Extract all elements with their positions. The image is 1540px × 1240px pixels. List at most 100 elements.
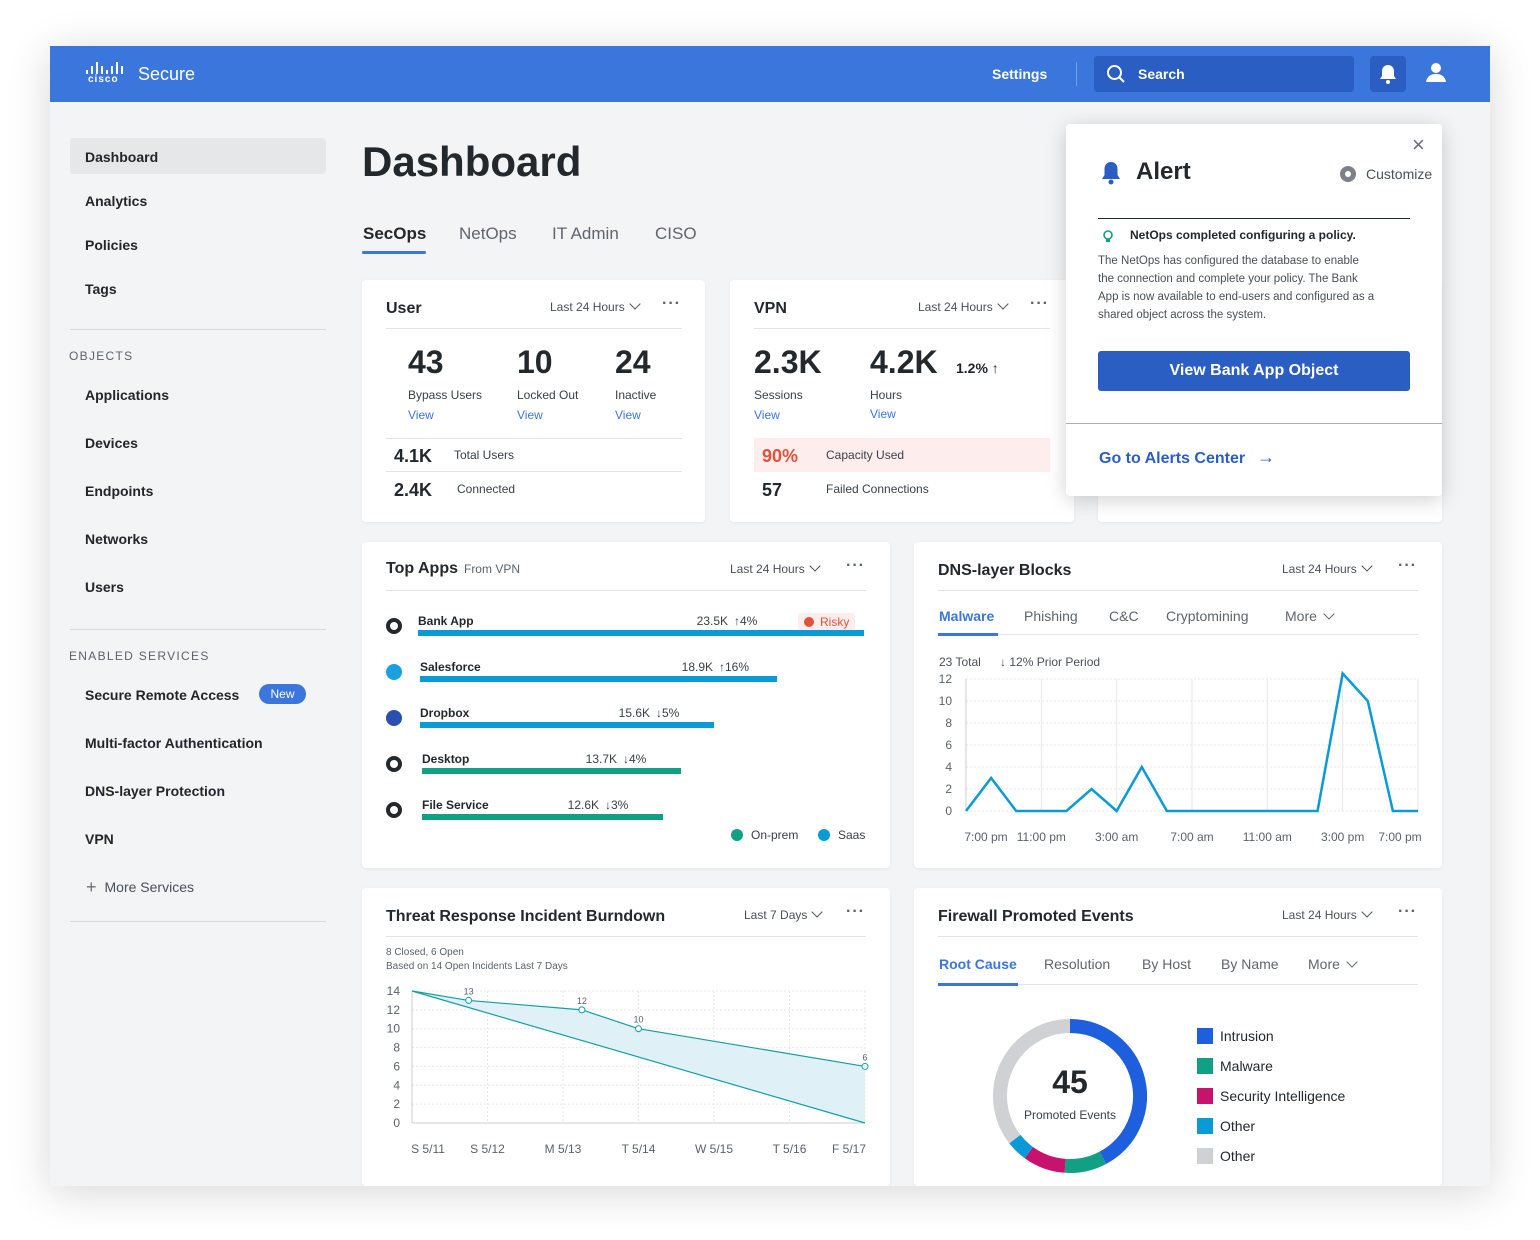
- tab-by-host[interactable]: By Host: [1142, 956, 1192, 972]
- row-label: Total Users: [454, 448, 515, 462]
- view-link[interactable]: View: [870, 407, 896, 421]
- tab-malware[interactable]: Malware: [939, 608, 995, 624]
- app-row[interactable]: Bank App 23.5K ↑4% Risky: [362, 542, 890, 636]
- tab-netops[interactable]: NetOps: [459, 224, 517, 243]
- x-tick-label: M 5/13: [545, 1142, 582, 1156]
- x-tick-label: W 5/15: [695, 1142, 733, 1156]
- stat-value: 24: [615, 344, 651, 380]
- title-text: Top Apps: [386, 560, 458, 577]
- range-dropdown[interactable]: Last 24 Hours: [1282, 906, 1373, 922]
- more-options-icon[interactable]: ···: [846, 557, 865, 574]
- view-bank-app-button[interactable]: View Bank App Object: [1098, 351, 1410, 391]
- app-row[interactable]: Dropbox 15.6K ↓5%: [362, 542, 890, 728]
- sidebar-item-vpn[interactable]: VPN: [85, 831, 114, 847]
- sidebar-item-dns-protection[interactable]: DNS-layer Protection: [85, 783, 226, 799]
- saas-legend-dot: [818, 829, 830, 841]
- sidebar: Dashboard Analytics Policies Tags OBJECT…: [50, 102, 350, 1186]
- delta-text: 1.2%: [956, 360, 988, 376]
- x-tick-label: 7:00 pm: [1378, 830, 1421, 844]
- range-dropdown[interactable]: Last 24 Hours: [730, 560, 821, 576]
- view-link[interactable]: View: [408, 408, 434, 422]
- app-name: Secure: [138, 64, 196, 84]
- more-options-icon[interactable]: ···: [846, 903, 865, 920]
- chevron-down-icon: [1361, 906, 1373, 918]
- user-menu-button[interactable]: [1424, 60, 1448, 89]
- more-services-link[interactable]: + More Services: [86, 876, 194, 897]
- prior-period: ↓ 12% Prior Period: [1000, 655, 1100, 669]
- legend-label: Other: [1220, 1148, 1256, 1164]
- search-input[interactable]: Search: [1094, 56, 1354, 92]
- alerts-center-link[interactable]: Go to Alerts Center →: [1099, 447, 1275, 468]
- range-dropdown[interactable]: Last 24 Hours: [918, 298, 1009, 314]
- range-dropdown[interactable]: Last 24 Hours: [1282, 560, 1373, 576]
- sidebar-item-endpoints[interactable]: Endpoints: [85, 483, 154, 499]
- app-row[interactable]: Desktop 13.7K ↓4%: [362, 542, 890, 774]
- x-tick-label: 3:00 am: [1095, 830, 1138, 844]
- firewall-card: Firewall Promoted Events Last 24 Hours ·…: [914, 888, 1442, 1186]
- app-bar: [422, 814, 663, 820]
- sidebar-item-analytics[interactable]: Analytics: [85, 193, 148, 209]
- app-delta: ↓3%: [605, 798, 629, 812]
- x-tick-label: T 5/16: [773, 1142, 807, 1156]
- divider: [938, 936, 1418, 937]
- app-row[interactable]: Salesforce 18.9K ↑16%: [362, 542, 890, 682]
- sidebar-item-users[interactable]: Users: [85, 579, 124, 595]
- sidebar-item-networks[interactable]: Networks: [85, 531, 149, 547]
- more-options-icon[interactable]: ···: [1030, 295, 1049, 312]
- burndown-note: 8 Closed, 6 Open: [386, 947, 464, 958]
- tab-ciso[interactable]: CISO: [655, 224, 697, 243]
- more-options-icon[interactable]: ···: [1398, 903, 1417, 920]
- settings-link[interactable]: Settings: [992, 66, 1048, 82]
- tab-root-cause[interactable]: Root Cause: [939, 956, 1017, 972]
- services-heading: ENABLED SERVICES: [69, 649, 210, 663]
- sidebar-item-mfa[interactable]: Multi-factor Authentication: [85, 735, 263, 751]
- sidebar-item-devices[interactable]: Devices: [85, 435, 138, 451]
- tab-cryptomining[interactable]: Cryptomining: [1166, 608, 1249, 624]
- tab-secops[interactable]: SecOps: [363, 224, 427, 243]
- x-tick-label: T 5/14: [622, 1142, 656, 1156]
- view-link[interactable]: View: [615, 408, 641, 422]
- tab-it-admin[interactable]: IT Admin: [552, 224, 619, 243]
- data-label: 6: [862, 1052, 867, 1062]
- app-delta: ↑16%: [719, 660, 750, 674]
- stat-label: Locked Out: [517, 388, 579, 402]
- active-tab-indicator: [938, 983, 1018, 986]
- top-bar: cisco Secure Settings Search: [50, 46, 1490, 102]
- sidebar-item-applications[interactable]: Applications: [85, 387, 170, 403]
- app-delta: ↓5%: [656, 706, 680, 720]
- tab-cnc[interactable]: C&C: [1109, 608, 1139, 624]
- more-services-label: More Services: [104, 879, 194, 895]
- tab-more[interactable]: More: [1285, 608, 1335, 624]
- sidebar-item-dashboard[interactable]: Dashboard: [70, 138, 326, 174]
- dns-series-line: [965, 670, 1418, 813]
- stat-label: Inactive: [615, 388, 657, 402]
- notifications-button[interactable]: [1370, 56, 1406, 92]
- view-link[interactable]: View: [517, 408, 543, 422]
- app-icon: [386, 710, 402, 726]
- sidebar-item-policies[interactable]: Policies: [85, 237, 138, 253]
- tab-resolution[interactable]: Resolution: [1044, 956, 1111, 972]
- page-title: Dashboard: [362, 138, 582, 185]
- tab-phishing[interactable]: Phishing: [1024, 608, 1078, 624]
- events-donut-chart: [993, 1019, 1147, 1173]
- range-dropdown[interactable]: Last 7 Days: [744, 906, 824, 922]
- tab-by-name[interactable]: By Name: [1221, 956, 1279, 972]
- view-link[interactable]: View: [754, 408, 780, 422]
- donut-slice: [1069, 1019, 1147, 1164]
- app-name: Bank App: [418, 614, 474, 628]
- more-options-icon[interactable]: ···: [1398, 557, 1417, 574]
- chevron-down-icon: [1323, 608, 1335, 620]
- legend-swatch: [1197, 1028, 1213, 1044]
- app-bar: [420, 722, 714, 728]
- tab-more[interactable]: More: [1308, 956, 1358, 972]
- y-tick-label: 8: [945, 716, 952, 730]
- sidebar-item-secure-remote-access[interactable]: Secure Remote Access: [85, 687, 240, 703]
- sidebar-item-tags[interactable]: Tags: [85, 281, 117, 297]
- range-dropdown[interactable]: Last 24 Hours: [550, 298, 641, 314]
- stat-label: Sessions: [754, 388, 803, 402]
- close-icon[interactable]: ×: [1412, 132, 1425, 157]
- app-row[interactable]: File Service 12.6K ↓3%: [362, 542, 890, 820]
- more-options-icon[interactable]: ···: [662, 295, 681, 312]
- chevron-down-icon: [809, 560, 821, 572]
- legend-label: Intrusion: [1220, 1028, 1274, 1044]
